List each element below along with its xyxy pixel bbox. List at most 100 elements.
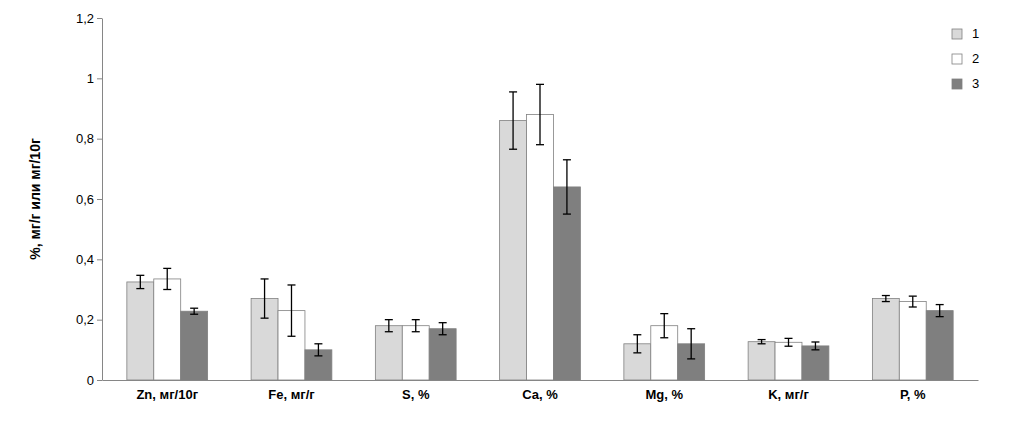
- error-bar: [563, 160, 571, 214]
- error-line: [512, 92, 513, 149]
- y-tick: 0,2: [76, 312, 102, 327]
- error-line: [415, 320, 416, 332]
- error-bar: [811, 342, 819, 350]
- legend-item: 1: [952, 26, 979, 41]
- error-cap: [536, 84, 544, 85]
- bar: [775, 342, 802, 380]
- error-cap: [261, 278, 269, 279]
- error-cap: [563, 213, 571, 214]
- error-line: [539, 84, 540, 144]
- error-cap: [785, 346, 793, 347]
- error-line: [939, 305, 940, 317]
- error-bar: [439, 323, 447, 335]
- y-tick-label: 0,8: [76, 131, 94, 146]
- error-bar: [882, 296, 890, 302]
- error-line: [815, 342, 816, 350]
- error-cap: [261, 318, 269, 319]
- error-line: [885, 296, 886, 302]
- bar: [527, 115, 554, 380]
- x-tick-label: K, мг/г: [768, 387, 809, 402]
- error-cap: [811, 341, 819, 342]
- y-tick-label: 1,2: [76, 11, 94, 26]
- legend-label: 1: [972, 26, 979, 41]
- error-cap: [509, 149, 517, 150]
- y-tick: 1,2: [76, 11, 102, 26]
- error-cap: [882, 295, 890, 296]
- error-cap: [758, 339, 766, 340]
- y-tick-mark: [97, 380, 102, 381]
- error-cap: [190, 314, 198, 315]
- x-tick: P, %: [900, 380, 926, 402]
- y-tick-label: 0,4: [76, 252, 94, 267]
- error-cap: [909, 306, 917, 307]
- bar: [402, 326, 429, 380]
- error-cap: [660, 337, 668, 338]
- bar: [127, 282, 154, 380]
- x-tick-label: Zn, мг/10г: [136, 387, 198, 402]
- error-cap: [136, 288, 144, 289]
- legend-swatch: [952, 79, 962, 89]
- chart: 00,20,40,60,811,2Zn, мг/10гFe, мг/гS, %C…: [0, 0, 1024, 427]
- legend-swatch: [952, 29, 962, 39]
- error-cap: [287, 336, 295, 337]
- legend-item: 3: [952, 76, 979, 91]
- error-cap: [909, 295, 917, 296]
- y-tick: 0,4: [76, 252, 102, 267]
- error-line: [140, 275, 141, 288]
- error-line: [664, 314, 665, 338]
- error-cap: [412, 319, 420, 320]
- error-line: [194, 308, 195, 314]
- error-bar: [261, 279, 269, 318]
- bar: [748, 342, 775, 380]
- error-cap: [163, 268, 171, 269]
- error-cap: [314, 355, 322, 356]
- error-cap: [287, 284, 295, 285]
- error-cap: [385, 331, 393, 332]
- bar: [899, 302, 926, 380]
- bar: [375, 326, 402, 380]
- error-cap: [136, 275, 144, 276]
- x-tick: Zn, мг/10г: [136, 380, 198, 402]
- error-cap: [412, 331, 420, 332]
- error-bar: [936, 305, 944, 317]
- x-tick: Ca, %: [522, 380, 558, 402]
- error-cap: [509, 91, 517, 92]
- error-line: [788, 338, 789, 346]
- series: [127, 92, 899, 380]
- error-bar: [136, 275, 144, 288]
- bar: [154, 279, 181, 380]
- y-tick: 0: [87, 373, 102, 388]
- error-cap: [660, 313, 668, 314]
- error-cap: [633, 334, 641, 335]
- y-tick-mark: [97, 139, 102, 140]
- x-tick: S, %: [402, 380, 430, 402]
- error-cap: [687, 328, 695, 329]
- legend-item: 2: [952, 51, 979, 66]
- legend-label: 3: [972, 76, 979, 91]
- error-line: [318, 344, 319, 356]
- error-bar: [163, 268, 171, 289]
- error-bar: [412, 320, 420, 332]
- error-bar: [633, 335, 641, 353]
- x-tick: K, мг/г: [768, 380, 809, 402]
- error-cap: [687, 358, 695, 359]
- error-line: [566, 160, 567, 214]
- y-axis-title: %, мг/г или мг/10г: [27, 138, 43, 260]
- error-bar: [660, 314, 668, 338]
- y-tick: 0,6: [76, 192, 102, 207]
- error-bar: [385, 320, 393, 332]
- bars: [127, 84, 953, 380]
- y-tick-label: 0: [87, 373, 94, 388]
- error-bar: [758, 340, 766, 344]
- y-tick-mark: [97, 259, 102, 260]
- error-line: [388, 320, 389, 332]
- bar: [872, 299, 899, 380]
- error-cap: [385, 319, 393, 320]
- x-axis: Zn, мг/10гFe, мг/гS, %Ca, %Mg, %K, мг/гP…: [103, 380, 979, 402]
- y-tick-mark: [97, 320, 102, 321]
- error-line: [291, 285, 292, 336]
- x-tick-label: Mg, %: [645, 387, 683, 402]
- plot: 00,20,40,60,811,2Zn, мг/10гFe, мг/гS, %C…: [76, 11, 979, 403]
- error-cap: [314, 343, 322, 344]
- error-cap: [758, 343, 766, 344]
